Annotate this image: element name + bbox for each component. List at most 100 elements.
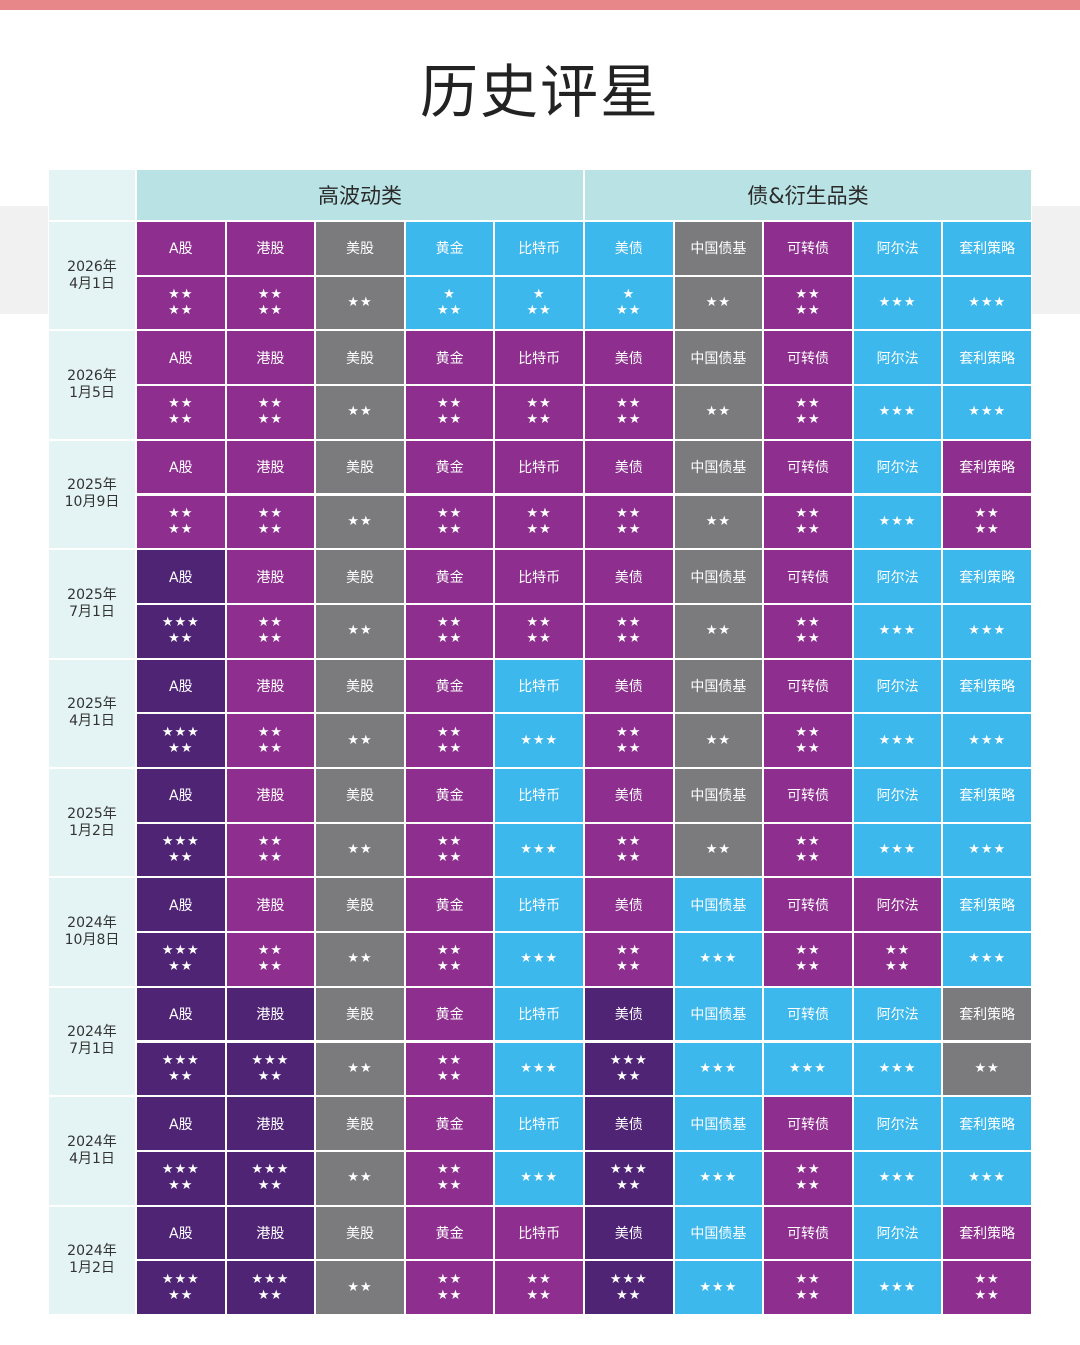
asset-label-cell: 可转债 bbox=[764, 769, 852, 822]
star-rating-cell: ★★★ bbox=[585, 276, 673, 330]
star-rating-cell: ★★★ ★★ bbox=[585, 1042, 673, 1096]
star-rating-cell: ★★ ★★ bbox=[943, 495, 1031, 549]
star-icon-row: ★★ bbox=[616, 834, 642, 850]
asset-label-cell: 黄金 bbox=[405, 331, 494, 385]
star-icon-row: ★★★ bbox=[609, 1162, 648, 1178]
star-icon-row: ★★★ bbox=[699, 1279, 738, 1295]
star-icon-row: ★★★ bbox=[878, 1279, 917, 1295]
asset-label-cell: 中国债基 bbox=[674, 659, 763, 713]
star-icon-row: ★★ bbox=[526, 615, 552, 631]
asset-label-cell: 比特币 bbox=[495, 659, 583, 713]
star-icon-row: ★★ bbox=[257, 396, 284, 412]
asset-label-cell: 黄金 bbox=[405, 1097, 494, 1150]
asset-label-cell: 黄金 bbox=[405, 1206, 494, 1260]
star-rating-cell: ★★★ ★★ bbox=[226, 1042, 315, 1096]
star-icon-row: ★★ bbox=[616, 850, 642, 866]
star-icon-row: ★★ bbox=[257, 724, 284, 740]
star-icon-row: ★★★ bbox=[161, 1052, 200, 1068]
star-rating-cell: ★★ ★★ bbox=[943, 1261, 1031, 1314]
star-rating-cell: ★★ ★★ bbox=[764, 495, 852, 549]
star-icon-row: ★★ bbox=[616, 396, 642, 412]
star-rating-cell: ★★★ bbox=[405, 276, 494, 330]
star-rating-cell: ★★ ★★ bbox=[764, 823, 852, 877]
star-rating-cell: ★★★ ★★ bbox=[226, 1151, 315, 1205]
asset-label-cell: 美股 bbox=[316, 1097, 404, 1150]
star-rating-cell: ★★★ bbox=[943, 823, 1031, 877]
star-icon-row: ★★ bbox=[705, 842, 732, 858]
star-rating-cell: ★★ ★★ bbox=[585, 933, 673, 986]
star-rating-cell: ★★★ bbox=[674, 1151, 763, 1205]
asset-label-cell: 中国债基 bbox=[674, 1206, 763, 1260]
star-icon-row: ★★ bbox=[705, 295, 732, 311]
asset-label-cell: 美股 bbox=[316, 550, 404, 603]
group-header: 债&衍生品类 bbox=[585, 170, 1031, 220]
star-rating-cell: ★★ ★★ bbox=[405, 1261, 494, 1314]
star-icon-row: ★★★ bbox=[520, 842, 559, 858]
star-icon-row: ★★★ bbox=[878, 404, 917, 420]
asset-label-cell: 美债 bbox=[585, 1097, 673, 1150]
star-rating-cell: ★★ ★★ bbox=[226, 933, 315, 986]
star-icon-row: ★★★ bbox=[878, 1170, 917, 1186]
date-cell: 2024年 7月1日 bbox=[49, 987, 135, 1096]
star-icon-row: ★★★ bbox=[161, 1162, 200, 1178]
star-icon-row: ★★★ bbox=[878, 295, 917, 311]
star-icon-row: ★★ bbox=[257, 1068, 284, 1084]
star-rating-cell: ★★★ bbox=[853, 495, 942, 549]
date-cell: 2024年 1月2日 bbox=[49, 1206, 135, 1314]
star-icon-row: ★★ bbox=[168, 959, 194, 975]
star-icon-row: ★★ bbox=[705, 513, 732, 529]
asset-label-cell: 套利策略 bbox=[943, 769, 1031, 822]
star-icon-row: ★★ bbox=[795, 631, 821, 647]
asset-label-cell: 阿尔法 bbox=[853, 331, 942, 385]
star-icon-row: ★★ bbox=[347, 1170, 373, 1186]
star-icon-row: ★★ bbox=[257, 615, 284, 631]
star-icon-row: ★★★ bbox=[878, 513, 917, 529]
star-rating-cell: ★★ ★★ bbox=[495, 386, 583, 439]
asset-label-cell: 比特币 bbox=[495, 331, 583, 385]
star-icon-row: ★★ bbox=[795, 959, 821, 975]
star-icon-row: ★ bbox=[622, 287, 636, 303]
asset-label-cell: 阿尔法 bbox=[853, 222, 942, 275]
star-rating-cell: ★★★ ★★ bbox=[585, 1261, 673, 1314]
star-icon-row: ★★ bbox=[795, 740, 821, 756]
star-icon-row: ★★ bbox=[347, 623, 373, 639]
star-rating-cell: ★★ ★★ bbox=[764, 1261, 852, 1314]
star-icon-row: ★★ bbox=[168, 1068, 194, 1084]
asset-label-cell: 黄金 bbox=[405, 769, 494, 822]
star-icon-row: ★★ bbox=[168, 1287, 194, 1303]
star-rating-cell: ★★★ bbox=[674, 1042, 763, 1096]
star-icon-row: ★★ bbox=[705, 623, 732, 639]
star-icon-row: ★★ bbox=[616, 724, 642, 740]
star-icon-row: ★★ bbox=[436, 1178, 463, 1194]
star-icon-row: ★★ bbox=[436, 1162, 463, 1178]
star-rating-cell: ★★ ★★ bbox=[405, 823, 494, 877]
star-icon-row: ★★★ bbox=[161, 724, 200, 740]
star-icon-row: ★★ bbox=[168, 412, 194, 428]
date-line: 4月1日 bbox=[69, 713, 115, 730]
star-icon-row: ★★★ bbox=[878, 623, 917, 639]
asset-label-cell: 阿尔法 bbox=[853, 440, 942, 494]
date-line: 2025年 bbox=[67, 696, 117, 713]
star-rating-cell: ★★ bbox=[316, 714, 404, 767]
asset-label-cell: 比特币 bbox=[495, 550, 583, 603]
asset-label-cell: 黄金 bbox=[405, 659, 494, 713]
star-icon-row: ★★ bbox=[974, 521, 1000, 537]
star-rating-cell: ★★★ bbox=[495, 823, 583, 877]
asset-label-cell: 套利策略 bbox=[943, 1097, 1031, 1150]
star-rating-cell: ★★ bbox=[316, 495, 404, 549]
asset-label-cell: 美债 bbox=[585, 878, 673, 932]
asset-label-cell: 黄金 bbox=[405, 878, 494, 932]
star-rating-cell: ★★★ bbox=[495, 1042, 583, 1096]
star-icon-row: ★★★ bbox=[520, 951, 559, 967]
asset-label-cell: 美债 bbox=[585, 1206, 673, 1260]
date-line: 2024年 bbox=[67, 915, 117, 932]
star-icon-row: ★★ bbox=[795, 943, 821, 959]
asset-label-cell: 阿尔法 bbox=[853, 1097, 942, 1150]
asset-label-cell: 可转债 bbox=[764, 987, 852, 1041]
star-icon-row: ★★ bbox=[436, 959, 463, 975]
asset-label-cell: 套利策略 bbox=[943, 659, 1031, 713]
star-icon-row: ★★ bbox=[436, 1287, 463, 1303]
star-rating-cell: ★★ bbox=[316, 933, 404, 986]
star-icon-row: ★★ bbox=[257, 834, 284, 850]
